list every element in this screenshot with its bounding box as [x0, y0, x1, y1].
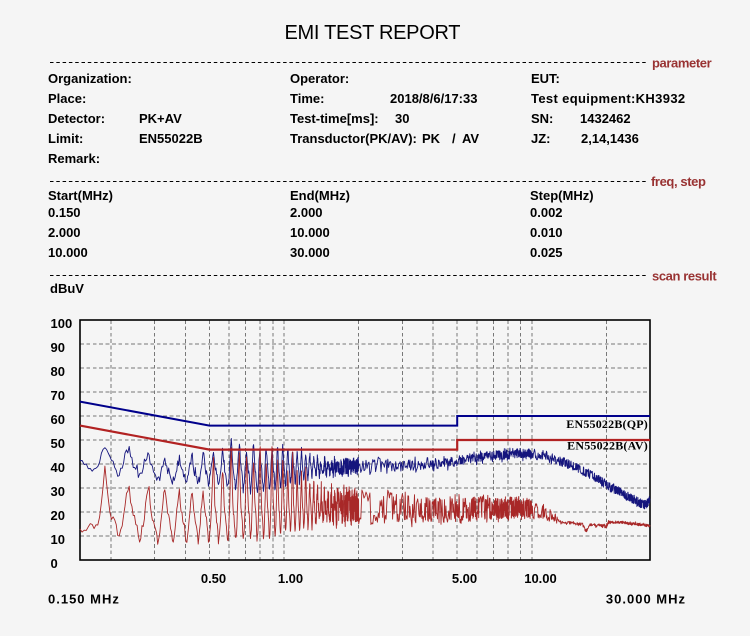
svg-text:0.010: 0.010 [530, 225, 563, 240]
svg-text:20: 20 [51, 508, 65, 523]
svg-text:40: 40 [51, 460, 65, 475]
svg-text:freq, step: freq, step [651, 174, 706, 189]
svg-text:1432462: 1432462 [580, 111, 631, 126]
svg-text:70: 70 [51, 388, 65, 403]
svg-text:Transductor(PK/AV):: Transductor(PK/AV): [290, 131, 417, 146]
svg-text:10: 10 [51, 532, 65, 547]
svg-text:dBuV: dBuV [50, 281, 84, 296]
svg-text:0: 0 [51, 556, 58, 571]
svg-text:scan result: scan result [652, 269, 717, 284]
svg-text:2.000: 2.000 [48, 225, 81, 240]
svg-text:Remark:: Remark: [48, 151, 100, 166]
svg-text:0.150 MHz: 0.150 MHz [48, 592, 120, 607]
svg-text:JZ:: JZ: [531, 131, 551, 146]
svg-text:0.50: 0.50 [201, 571, 226, 586]
svg-text:EN55022B(QP): EN55022B(QP) [566, 417, 648, 431]
svg-text:Step(MHz): Step(MHz) [530, 188, 594, 203]
svg-text:EMI TEST REPORT: EMI TEST REPORT [285, 22, 461, 44]
svg-text:/: / [452, 131, 456, 146]
svg-text:AV: AV [462, 131, 479, 146]
svg-text:30: 30 [51, 484, 65, 499]
svg-text:100: 100 [51, 316, 73, 331]
svg-text:2,14,1436: 2,14,1436 [581, 131, 639, 146]
svg-text:0.150: 0.150 [48, 205, 81, 220]
svg-text:10.000: 10.000 [290, 225, 330, 240]
svg-text:30.000: 30.000 [290, 245, 330, 260]
svg-text:PK+AV: PK+AV [139, 111, 182, 126]
svg-text:2018/8/6/17:33: 2018/8/6/17:33 [390, 91, 477, 106]
svg-text:EUT:: EUT: [531, 71, 560, 86]
svg-text:Start(MHz): Start(MHz) [48, 188, 113, 203]
svg-text:SN:: SN: [531, 111, 553, 126]
svg-text:50: 50 [51, 436, 65, 451]
svg-text:Operator:: Operator: [290, 71, 349, 86]
svg-text:2.000: 2.000 [290, 205, 323, 220]
svg-text:EN55022B(AV): EN55022B(AV) [567, 439, 648, 453]
svg-text:Detector:: Detector: [48, 111, 105, 126]
svg-text:80: 80 [51, 364, 65, 379]
svg-text:30: 30 [395, 111, 409, 126]
svg-text:EN55022B: EN55022B [139, 131, 203, 146]
svg-text:10.000: 10.000 [48, 245, 88, 260]
svg-text:10.00: 10.00 [524, 571, 557, 586]
svg-text:End(MHz): End(MHz) [290, 188, 350, 203]
svg-text:90: 90 [51, 340, 65, 355]
svg-text:Test equipment:KH3932: Test equipment:KH3932 [531, 91, 685, 106]
svg-text:1.00: 1.00 [278, 571, 303, 586]
svg-text:Time:: Time: [290, 91, 324, 106]
svg-text:60: 60 [51, 412, 65, 427]
svg-text:Limit:: Limit: [48, 131, 83, 146]
svg-text:parameter: parameter [652, 56, 712, 71]
svg-text:PK: PK [422, 131, 441, 146]
svg-text:5.00: 5.00 [452, 571, 477, 586]
svg-text:Place:: Place: [48, 91, 86, 106]
svg-text:Organization:: Organization: [48, 71, 132, 86]
svg-text:0.002: 0.002 [530, 205, 563, 220]
svg-text:Test-time[ms]:: Test-time[ms]: [290, 111, 379, 126]
svg-text:0.025: 0.025 [530, 245, 563, 260]
svg-text:30.000 MHz: 30.000 MHz [606, 592, 686, 607]
